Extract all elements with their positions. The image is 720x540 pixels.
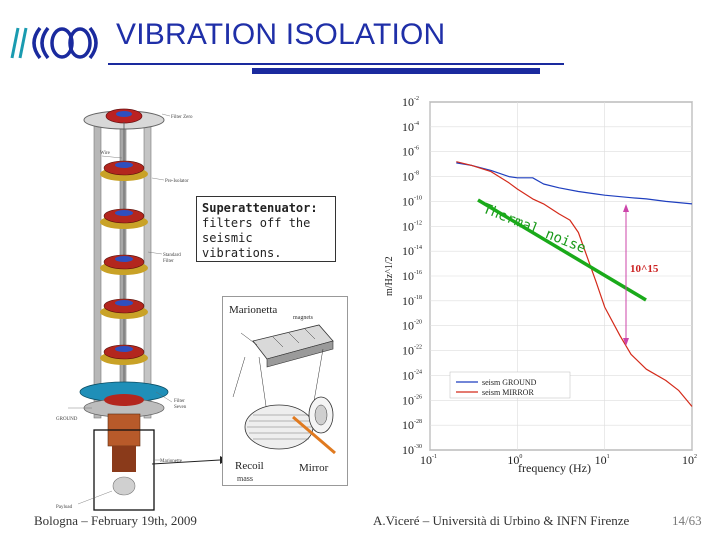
label-pre-isolator: Pre-Isolator [165, 179, 189, 184]
chart-legend: seism GROUND seism MIRROR [449, 371, 571, 399]
y-tick-label: 10-14 [402, 244, 422, 258]
marionetta-inset: Marionetta magnets Recoil mass Mirror [222, 296, 348, 486]
y-tick-label: 10-10 [402, 194, 422, 208]
superattenuator-callout: Superattenuator: filters off the seismic… [196, 196, 336, 262]
seismic-spectrum-chart: 10-2 10-4 10-6 10-8 10-10 10-12 10-14 10-16 10-1… [384, 96, 697, 475]
legend-label-ground: seism GROUND [482, 378, 537, 387]
label-wire: Wire [100, 151, 111, 156]
title-underline [108, 63, 564, 65]
y-tick-labels: 10-2 10-4 10-6 10-8 10-10 10-12 10-14 10-16 10-1… [402, 96, 422, 457]
y-tick-label: 10-4 [402, 120, 419, 134]
y-axis-label: m/Hz^1/2 [384, 256, 395, 296]
y-tick-label: 10-20 [402, 319, 422, 333]
x-tick-label: 102 [682, 453, 697, 467]
x-tick-labels: 10-1 100 101 102 [420, 453, 697, 467]
label-marionette: Marionette [160, 459, 183, 464]
data-series [456, 161, 693, 407]
series-line-ground [456, 162, 693, 205]
y-tick-label: 10-26 [402, 393, 422, 407]
standard-filters [100, 160, 148, 365]
x-tick-label: 10-1 [420, 453, 437, 467]
superattenuator-diagram: Filter Zero Wire Pre-Isolator Standard F… [56, 108, 193, 511]
x-axis-label: frequency (Hz) [518, 461, 591, 475]
ego-virgo-logo [10, 26, 98, 60]
callout-line-1: filters off the [202, 216, 311, 230]
y-tick-label: 10-30 [402, 443, 422, 457]
y-tick-label: 10-8 [402, 170, 419, 184]
marionetta-drawing: Marionetta magnets Recoil mass Mirror [229, 304, 336, 483]
label-mirror: Mirror [299, 462, 329, 474]
footer-event: Bologna – February 19th, 2009 [34, 513, 197, 528]
label-filter-zero: Filter Zero [171, 115, 193, 120]
x-tick-label: 101 [595, 453, 610, 467]
label-marionetta: Marionetta [229, 304, 277, 316]
label-filter-seven: Filter [174, 399, 185, 404]
y-tick-label: 10-12 [402, 219, 422, 233]
label-recoil: Recoil [235, 460, 264, 472]
y-tick-label: 10-24 [402, 368, 422, 382]
label-standard-filter-2: Filter [163, 259, 174, 264]
label-magnets: magnets [293, 315, 314, 321]
inset-arrow [151, 456, 228, 465]
slide-title: VIBRATION ISOLATION [116, 18, 446, 51]
label-filter-seven-2: Seven [174, 405, 187, 410]
payload-mirror [112, 476, 136, 496]
label-ground: GROUND [56, 417, 78, 422]
callout-line-2: seismic vibrations. [202, 231, 282, 260]
title-underline-thick [252, 68, 540, 74]
label-payload: Payload [56, 505, 73, 510]
legend-label-mirror: seism MIRROR [482, 388, 534, 397]
thermal-noise-line [477, 198, 647, 302]
callout-heading: Superattenuator: [202, 201, 318, 215]
y-tick-label: 10-18 [402, 294, 422, 308]
y-tick-label: 10-28 [402, 418, 422, 432]
slide-page-number: 14/63 [672, 513, 702, 528]
y-tick-label: 10-2 [402, 96, 419, 109]
label-recoil-mass: mass [237, 474, 253, 483]
footer-author: A.Viceré – Università di Urbino & INFN F… [373, 513, 630, 528]
attenuation-label: 10^15 [630, 263, 659, 275]
y-tick-label: 10-6 [402, 145, 419, 159]
x-tick-label: 100 [507, 453, 522, 467]
label-standard-filter: Standard [163, 253, 181, 258]
y-tick-label: 10-22 [402, 344, 422, 358]
series-line-mirror [456, 161, 693, 407]
y-tick-label: 10-16 [402, 269, 422, 283]
